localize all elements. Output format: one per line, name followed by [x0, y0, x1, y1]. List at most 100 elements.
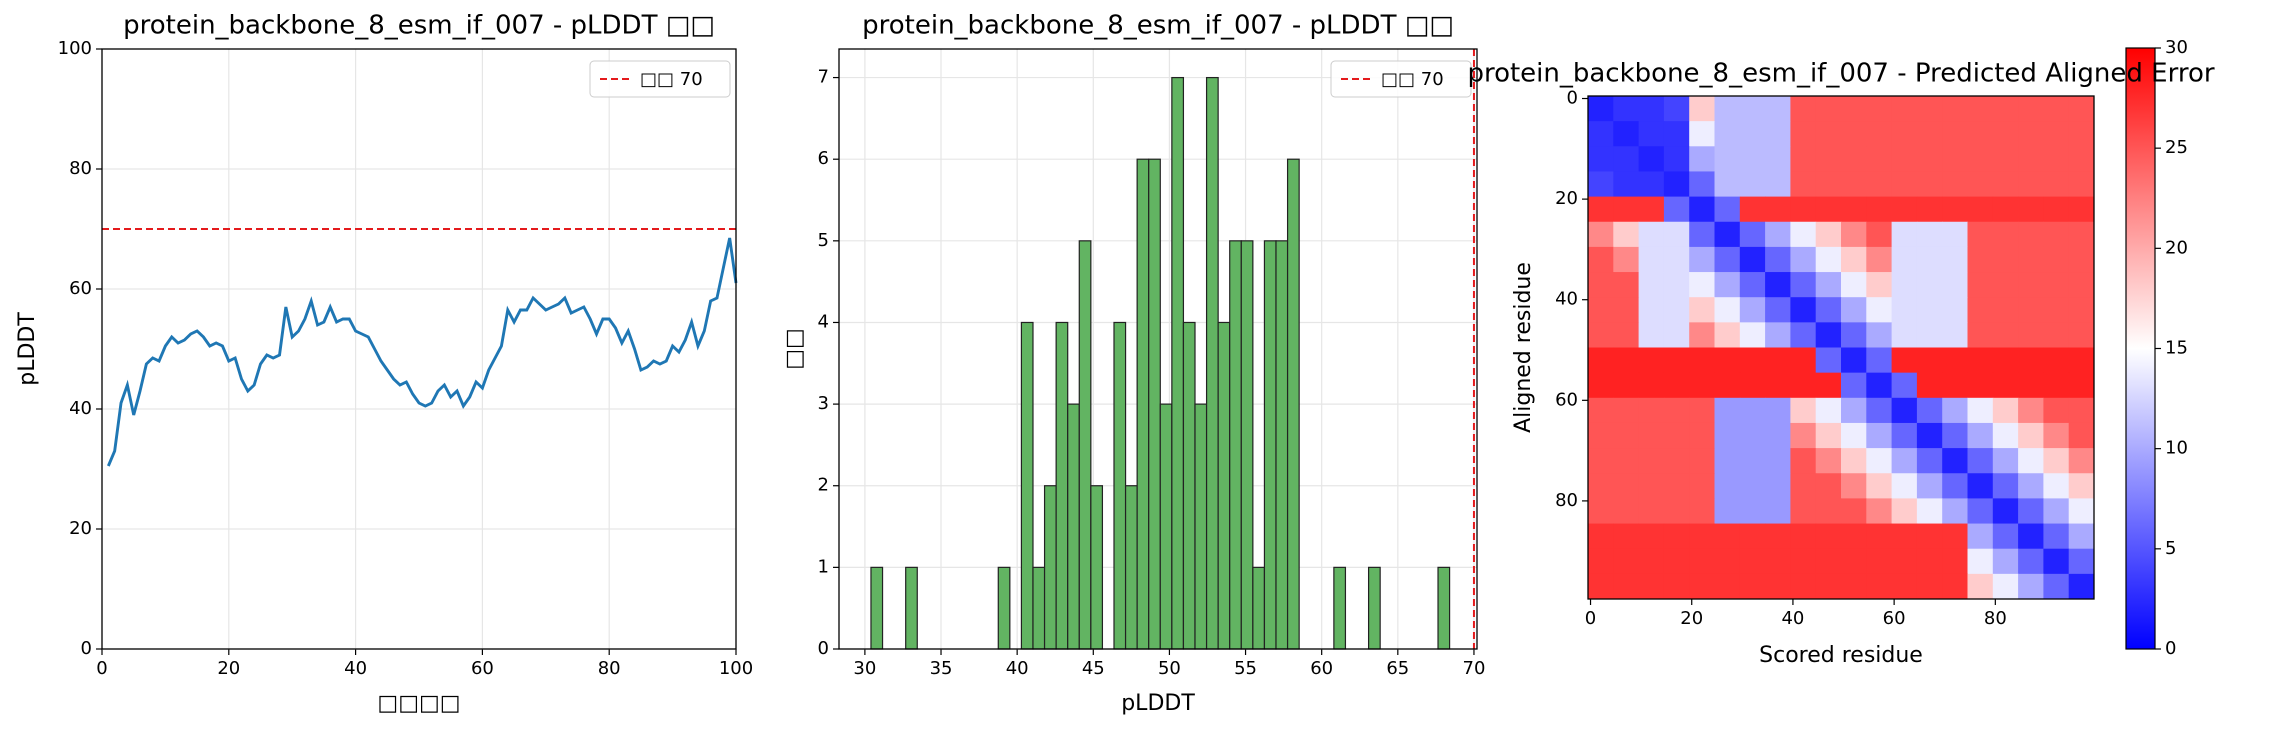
- histogram-bar: [1437, 566, 1451, 650]
- heatmap-cell: [1613, 523, 1640, 550]
- x-tick-label: 20: [217, 658, 240, 679]
- x-tick-label: 0: [1585, 608, 1596, 629]
- heatmap-cell: [2043, 322, 2070, 348]
- heatmap-cell: [1638, 498, 1665, 525]
- heatmap-cell: [1841, 397, 1867, 424]
- heatmap-cell: [2018, 372, 2044, 399]
- heatmap-cell: [1992, 422, 2019, 449]
- x-tick-label: 100: [719, 658, 753, 679]
- heatmap-cell: [1815, 422, 1842, 449]
- heatmap-cell: [1967, 146, 1994, 172]
- heatmap-cell: [1790, 272, 1817, 298]
- heatmap-cell: [1916, 146, 1943, 172]
- x-tick-label: 65: [1386, 658, 1409, 679]
- heatmap-cell: [1942, 422, 1968, 449]
- heatmap-cell: [2068, 473, 2095, 499]
- heatmap-cell: [1663, 146, 1690, 172]
- heatmap-cell: [1866, 397, 1893, 424]
- y-tick-label: 20: [69, 518, 92, 539]
- heatmap-cell: [1588, 473, 1614, 499]
- histogram-bar: [1182, 321, 1196, 650]
- y-tick-label: 7: [818, 67, 829, 88]
- heatmap-cell: [1765, 96, 1791, 122]
- x-tick-label: 45: [1082, 658, 1105, 679]
- heatmap-cell: [1765, 548, 1791, 575]
- heatmap-cell: [1613, 297, 1640, 323]
- heatmap-cell: [1638, 246, 1665, 273]
- x-tick-label: 60: [1883, 608, 1906, 629]
- heatmap-cell: [1613, 347, 1640, 374]
- heatmap-cell: [1613, 498, 1640, 525]
- heatmap-cell: [1663, 96, 1690, 122]
- heatmap-cell: [1638, 347, 1665, 374]
- heatmap-cell: [1916, 548, 1943, 575]
- heatmap-cell: [2043, 448, 2070, 474]
- heatmap-cell: [2018, 272, 2044, 298]
- heatmap-cell: [1866, 548, 1893, 575]
- heatmap-cell: [1689, 372, 1715, 399]
- heatmap-cell: [1689, 548, 1715, 575]
- heatmap-cell: [1714, 297, 1741, 323]
- heatmap-cell: [1866, 322, 1893, 348]
- heatmap-cell: [1739, 448, 1766, 474]
- histogram-bar: [1205, 76, 1219, 650]
- heatmap-cell: [1891, 523, 1918, 550]
- x-tick-label: 70: [1463, 658, 1486, 679]
- heatmap-cell: [1866, 96, 1893, 122]
- heatmap-cell: [1942, 498, 1968, 525]
- heatmap-cell: [2068, 96, 2095, 122]
- heatmap-cell: [1663, 523, 1690, 550]
- heatmap-cell: [1638, 171, 1665, 198]
- chart-title: protein_backbone_8_esm_if_007 - Predicte…: [1467, 59, 2214, 89]
- heatmap-cell: [1765, 448, 1791, 474]
- heatmap-cell: [1638, 272, 1665, 298]
- heatmap-cell: [1815, 272, 1842, 298]
- heatmap-cell: [1714, 372, 1741, 399]
- heatmap-cell: [1739, 523, 1766, 550]
- heatmap-cell: [1689, 272, 1715, 298]
- heatmap-cell: [1790, 498, 1817, 525]
- heatmap-cell: [2043, 422, 2070, 449]
- heatmap-cell: [1765, 523, 1791, 550]
- heatmap-cell: [1689, 523, 1715, 550]
- heatmap-cell: [1815, 397, 1842, 424]
- chart-title: protein_backbone_8_esm_if_007 - pLDDT □□: [123, 11, 715, 41]
- x-tick-label: 50: [1158, 658, 1181, 679]
- heatmap-cell: [1739, 297, 1766, 323]
- heatmap-cell: [1815, 171, 1842, 198]
- heatmap-cell: [1613, 246, 1640, 273]
- heatmap-cell: [2068, 322, 2095, 348]
- colorbar: [2125, 47, 2156, 650]
- heatmap-cell: [1891, 498, 1918, 525]
- colorbar-tick-label: 0: [2165, 638, 2176, 659]
- heatmap-cell: [1689, 171, 1715, 198]
- y-tick-label: 80: [69, 158, 92, 179]
- heatmap-cell: [1663, 548, 1690, 575]
- colorbar-tick-label: 15: [2165, 338, 2188, 359]
- x-tick-label: 35: [930, 658, 953, 679]
- heatmap-cell: [2018, 96, 2044, 122]
- heatmap-cell: [2068, 347, 2095, 374]
- heatmap-cell: [1992, 473, 2019, 499]
- heatmap-cell: [1663, 171, 1690, 198]
- heatmap-cell: [1866, 221, 1893, 248]
- heatmap-cell: [1866, 473, 1893, 499]
- legend-label: □□ 70: [640, 69, 703, 90]
- heatmap-cell: [1992, 96, 2019, 122]
- heatmap-cell: [1613, 146, 1640, 172]
- y-tick-label: 0: [818, 638, 829, 659]
- x-tick-label: 40: [1781, 608, 1804, 629]
- heatmap-cell: [1588, 96, 1614, 122]
- y-tick-label: 0: [1567, 88, 1578, 109]
- heatmap-cell: [2043, 347, 2070, 374]
- histogram-bar: [1067, 403, 1080, 650]
- heatmap-cell: [1841, 347, 1867, 374]
- histogram-bar: [1136, 158, 1150, 650]
- heatmap-cell: [1613, 221, 1640, 248]
- heatmap-cell: [1765, 246, 1791, 273]
- histogram-bar: [1032, 566, 1046, 650]
- heatmap-cell: [1942, 221, 1968, 248]
- y-tick-label: 60: [69, 278, 92, 299]
- colorbar-tick-label: 25: [2165, 137, 2188, 158]
- histogram-bar: [1078, 240, 1092, 650]
